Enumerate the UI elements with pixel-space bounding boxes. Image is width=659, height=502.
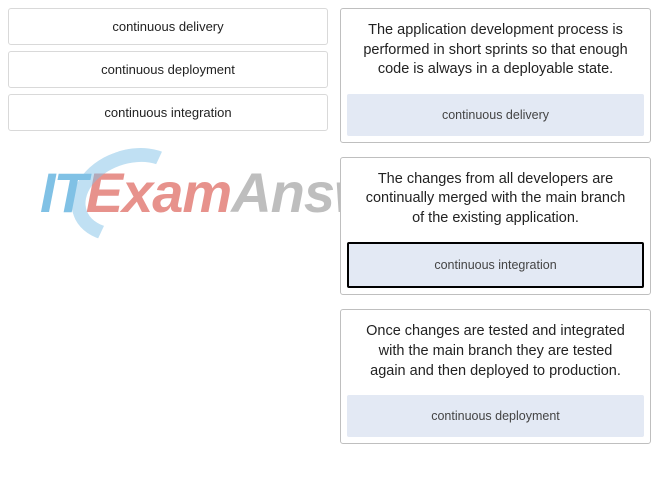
source-item[interactable]: continuous deployment [8, 51, 328, 88]
drop-slot-answer: continuous deployment [431, 409, 560, 423]
match-container: continuous delivery continuous deploymen… [8, 8, 651, 444]
drop-slot[interactable]: continuous integration [347, 242, 644, 288]
source-column: continuous delivery continuous deploymen… [8, 8, 328, 444]
drop-slot[interactable]: continuous deployment [347, 395, 644, 437]
drop-slot-answer: continuous integration [434, 258, 556, 272]
target-description: The changes from all developers are cont… [341, 158, 650, 243]
target-card: The changes from all developers are cont… [340, 157, 651, 296]
target-column: The application development process is p… [340, 8, 651, 444]
source-item[interactable]: continuous integration [8, 94, 328, 131]
source-item[interactable]: continuous delivery [8, 8, 328, 45]
source-label: continuous integration [104, 105, 231, 120]
drop-slot-answer: continuous delivery [442, 108, 549, 122]
source-label: continuous deployment [101, 62, 235, 77]
target-card: Once changes are tested and integrated w… [340, 309, 651, 444]
target-description: Once changes are tested and integrated w… [341, 310, 650, 395]
drop-slot[interactable]: continuous delivery [347, 94, 644, 136]
target-description: The application development process is p… [341, 9, 650, 94]
source-label: continuous delivery [112, 19, 223, 34]
target-card: The application development process is p… [340, 8, 651, 143]
